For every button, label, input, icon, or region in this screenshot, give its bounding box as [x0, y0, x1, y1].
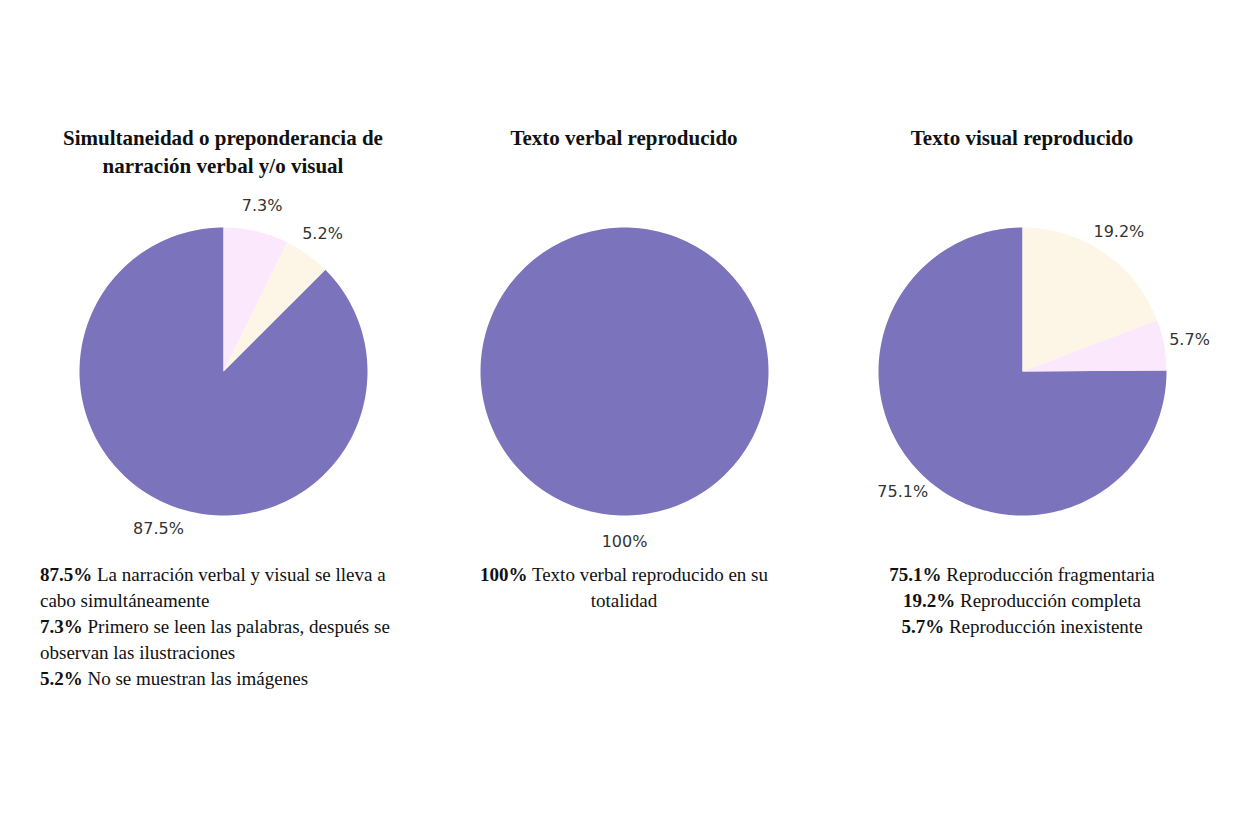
svg-text:19.2%: 19.2%: [1093, 222, 1144, 241]
html-text:5.2% No se muestran las imágen: 5.2% No se muestran las imágenes: [40, 668, 309, 689]
html-text:100% Texto verbal reproducido: 100% Texto verbal reproducido en su tota…: [480, 564, 768, 611]
html-text:19.2% Reproducción completa: 19.2% Reproducción completa: [903, 590, 1141, 611]
html-text:5.7% Reproducción inexistente: 5.7% Reproducción inexistente: [901, 616, 1143, 637]
html-text:87.5% La narración verbal y vi: 87.5% La narración verbal y visual se ll…: [40, 564, 386, 611]
html-text:7.3% Primero se leen las palab: 7.3% Primero se leen las palabras, despu…: [40, 616, 390, 663]
svg-text:75.1%: 75.1%: [877, 482, 928, 501]
svg-text:100%: 100%: [602, 532, 648, 551]
html-text:75.1% Reproducción fragmentari: 75.1% Reproducción fragmentaria: [889, 564, 1155, 585]
html-text:Simultaneidad o preponderancia: Simultaneidad o preponderancia de narrac…: [63, 126, 383, 178]
svg-text:5.2%: 5.2%: [302, 224, 343, 243]
svg-text:87.5%: 87.5%: [133, 519, 184, 538]
html-text:Texto visual reproducido: Texto visual reproducido: [910, 126, 1134, 150]
svg-text:5.7%: 5.7%: [1169, 330, 1210, 349]
html-text:Texto verbal reproducido: Texto verbal reproducido: [510, 126, 738, 150]
svg-text:7.3%: 7.3%: [242, 196, 283, 215]
